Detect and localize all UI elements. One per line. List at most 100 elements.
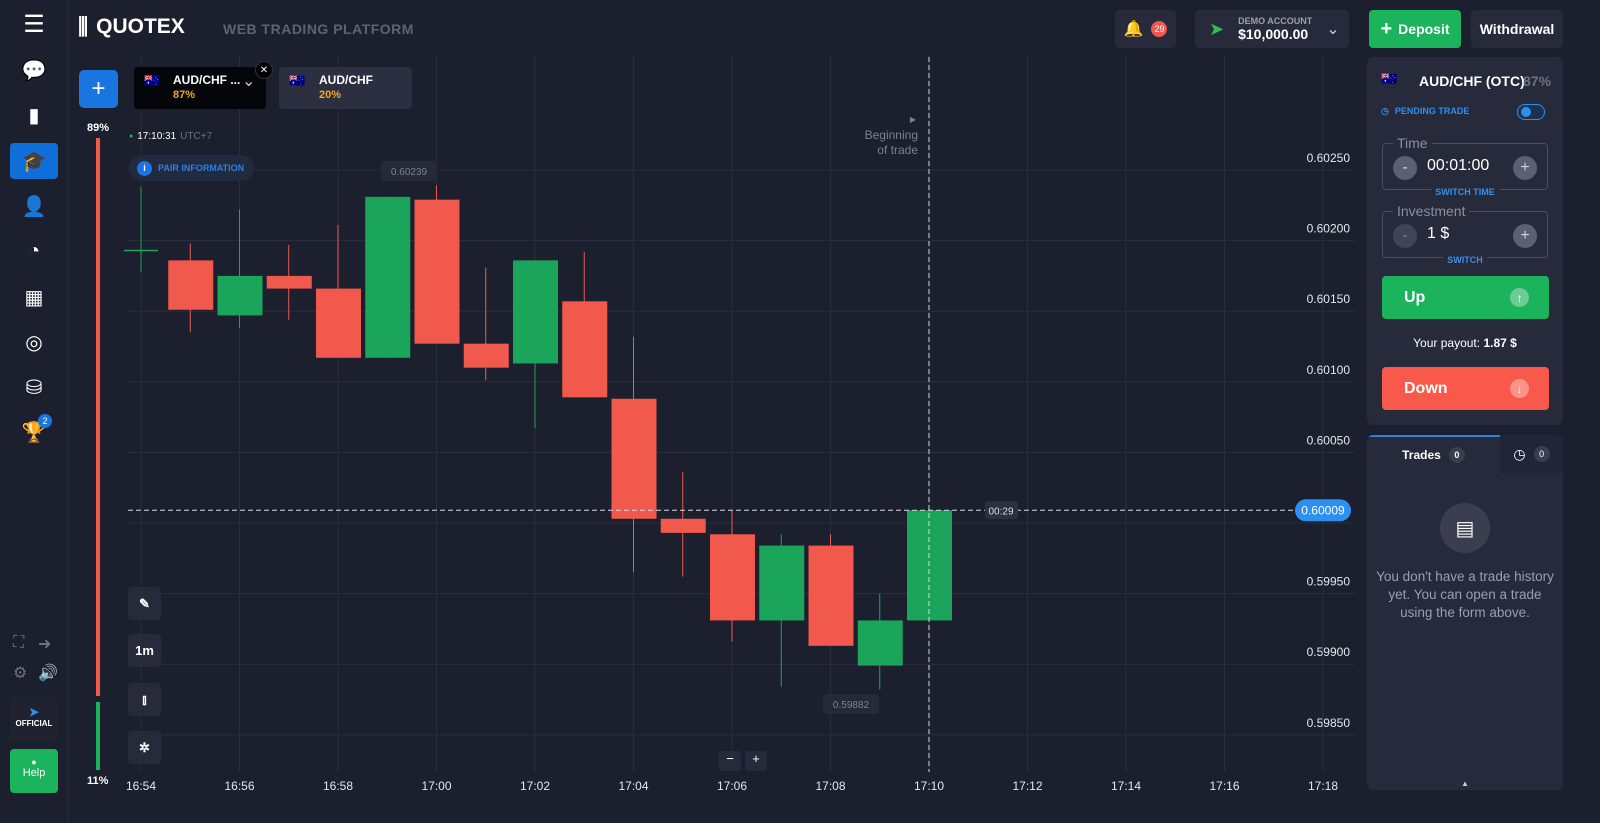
switch-currency-button[interactable]: SWITCH xyxy=(1443,255,1487,265)
up-button[interactable]: Up ↑ xyxy=(1382,276,1549,319)
asset-tab-active[interactable]: 🇦🇺 AUD/CHF ... 87% ⌄ ✕ xyxy=(134,61,273,109)
trophy-badge: 2 xyxy=(38,414,52,428)
min-price-badge xyxy=(823,694,879,714)
min-price-label: 0.59882 xyxy=(833,700,870,711)
account-label: DEMO ACCOUNT xyxy=(1238,16,1313,26)
arrow-down-icon: ↓ xyxy=(1510,379,1529,398)
beginning-of-trade-label: Beginning xyxy=(865,128,918,142)
quotex-logo-icon: ⫼ xyxy=(78,14,89,39)
time-plus-button[interactable]: + xyxy=(1513,156,1537,180)
investment-plus-button[interactable]: + xyxy=(1513,224,1537,248)
pending-trade-toggle[interactable] xyxy=(1517,104,1545,120)
candle-body xyxy=(414,199,460,344)
x-tick-label: 17:14 xyxy=(1111,779,1141,793)
coins-icon[interactable]: ⛁ xyxy=(25,376,43,399)
time-value[interactable]: 00:01:00 xyxy=(1427,157,1490,174)
max-price-badge xyxy=(381,161,437,181)
sentiment-up-pct: 89% xyxy=(87,122,110,134)
candle-body xyxy=(316,288,361,358)
y-tick-label: 0.59850 xyxy=(1307,716,1351,730)
tab-pending-trades[interactable]: ◷ 0 xyxy=(1500,435,1563,473)
official-button[interactable]: ➤ OFFICIAL xyxy=(10,697,58,741)
zoom-out-button[interactable]: − xyxy=(719,751,741,771)
header: ⫼ QUOTEX WEB TRADING PLATFORM 🔔 29 ➤ DEMO … xyxy=(68,0,1600,55)
payout-info: Your payout: 1.87 $ xyxy=(1413,336,1517,350)
deposit-label: Deposit xyxy=(1398,21,1450,37)
support-chat-icon[interactable]: 💬 xyxy=(21,59,47,82)
trades-panel: Trades 0 ◷ 0 ▤ You don't have a trade hist… xyxy=(1367,435,1563,790)
investment-field[interactable]: Investment - 1 $ + SWITCH xyxy=(1382,203,1548,265)
sound-icon[interactable]: 🔊 xyxy=(38,665,58,682)
notification-count: 29 xyxy=(1151,21,1168,37)
investment-value[interactable]: 1 $ xyxy=(1427,225,1450,242)
close-tab-icon[interactable]: ✕ xyxy=(255,61,273,79)
chevron-down-icon: ⌄ xyxy=(1326,21,1340,38)
market-icon[interactable]: ▦ xyxy=(24,286,44,309)
signals-icon[interactable]: ◎ xyxy=(25,331,43,354)
help-dot-icon: ● xyxy=(31,757,37,767)
notifications-button[interactable]: 🔔 29 xyxy=(1115,10,1176,48)
clock-timezone: UTC+7 xyxy=(180,131,213,142)
switch-time-button[interactable]: SWITCH TIME xyxy=(1431,187,1499,197)
chart-bars-icon[interactable]: ▮ xyxy=(28,104,40,127)
timeframe-button[interactable]: 1m xyxy=(128,634,161,667)
x-tick-label: 17:16 xyxy=(1209,779,1239,793)
education-icon[interactable]: 🎓 xyxy=(10,143,58,179)
arrow-right-icon[interactable]: ➜ xyxy=(38,636,52,653)
asset-tab-payout: 20% xyxy=(319,89,342,101)
menu-icon[interactable]: ☰ xyxy=(23,10,45,38)
time-field[interactable]: Time - 00:01:00 + SWITCH TIME xyxy=(1382,135,1548,197)
clock-icon: ◷ xyxy=(1513,445,1526,462)
help-label: Help xyxy=(22,767,46,779)
chevron-down-icon: ⌄ xyxy=(242,73,256,90)
account-switcher[interactable]: ➤ DEMO ACCOUNT $10,000.00 ⌄ xyxy=(1195,10,1349,48)
sidebar: ☰ 💬 ▮ 🎓 👤 ◔ ▦ ◎ ⛁ 🏆 2 ⛶ ➜ ⚙ 🔊 ➤ OFFICIAL ●… xyxy=(0,0,68,823)
candle-body xyxy=(266,275,312,289)
y-tick-label: 0.60050 xyxy=(1307,433,1351,447)
chart-type-button[interactable]: ⫾ xyxy=(128,683,161,716)
analytics-icon[interactable]: ◔ xyxy=(27,239,41,262)
empty-box-icon: ▤ xyxy=(1440,503,1490,553)
investment-minus-button[interactable]: - xyxy=(1393,224,1417,248)
asset-tab[interactable]: 🇦🇺 AUD/CHF 20% xyxy=(279,67,412,109)
timer-label: 00:29 xyxy=(988,506,1013,517)
help-button[interactable]: ● Help xyxy=(10,749,58,793)
collapse-icon[interactable]: ▲ xyxy=(1461,779,1469,788)
pending-trade-label: ◷ PENDING TRADE xyxy=(1381,106,1470,116)
asset-tab-name: AUD/CHF ... xyxy=(173,73,241,87)
settings-icon[interactable]: ⚙ xyxy=(13,665,28,682)
candle-body xyxy=(513,260,558,364)
indicators-icon: ✲ xyxy=(139,739,150,755)
candle-body xyxy=(857,620,903,666)
profile-icon[interactable]: 👤 xyxy=(21,195,47,218)
pair-info-label: PAIR INFORMATION xyxy=(158,163,245,173)
deposit-button[interactable]: + Deposit xyxy=(1369,10,1461,48)
x-tick-label: 17:10 xyxy=(914,779,944,793)
timer-badge xyxy=(985,501,1018,520)
pencil-icon: ✎ xyxy=(139,595,150,611)
add-asset-button[interactable]: + xyxy=(79,70,118,108)
y-tick-label: 0.59900 xyxy=(1307,645,1351,659)
draw-tool-button[interactable]: ✎ xyxy=(128,587,161,620)
plus-icon: + xyxy=(1380,17,1393,40)
price-chart[interactable]: 0.60250 0.60200 0.60150 0.60100 0.60050 0.599… xyxy=(0,0,1362,823)
time-minus-button[interactable]: - xyxy=(1393,156,1417,180)
trophy-icon[interactable]: 🏆 2 xyxy=(10,414,58,450)
clock-time: 17:10:31 xyxy=(137,131,177,142)
logo[interactable]: ⫼ QUOTEX xyxy=(78,14,185,40)
tab-trades[interactable]: Trades 0 xyxy=(1367,435,1500,473)
panel-pair-name: AUD/CHF (OTC) xyxy=(1419,73,1525,89)
withdrawal-button[interactable]: Withdrawal xyxy=(1471,10,1563,48)
flag-aud-chf-icon: 🇦🇺 xyxy=(289,73,306,88)
down-button[interactable]: Down ↓ xyxy=(1382,367,1549,410)
fullscreen-icon[interactable]: ⛶ xyxy=(13,634,25,651)
x-tick-label: 17:18 xyxy=(1308,779,1338,793)
zoom-in-button[interactable]: + xyxy=(745,751,767,771)
pair-information-button[interactable]: i PAIR INFORMATION xyxy=(129,155,255,181)
account-balance: $10,000.00 xyxy=(1238,26,1309,42)
investment-label: Investment xyxy=(1393,203,1470,219)
x-tick-label: 17:12 xyxy=(1012,779,1042,793)
indicators-button[interactable]: ✲ xyxy=(128,731,161,764)
trades-count: 0 xyxy=(1448,447,1465,463)
beginning-of-trade-label: of trade xyxy=(877,143,918,157)
